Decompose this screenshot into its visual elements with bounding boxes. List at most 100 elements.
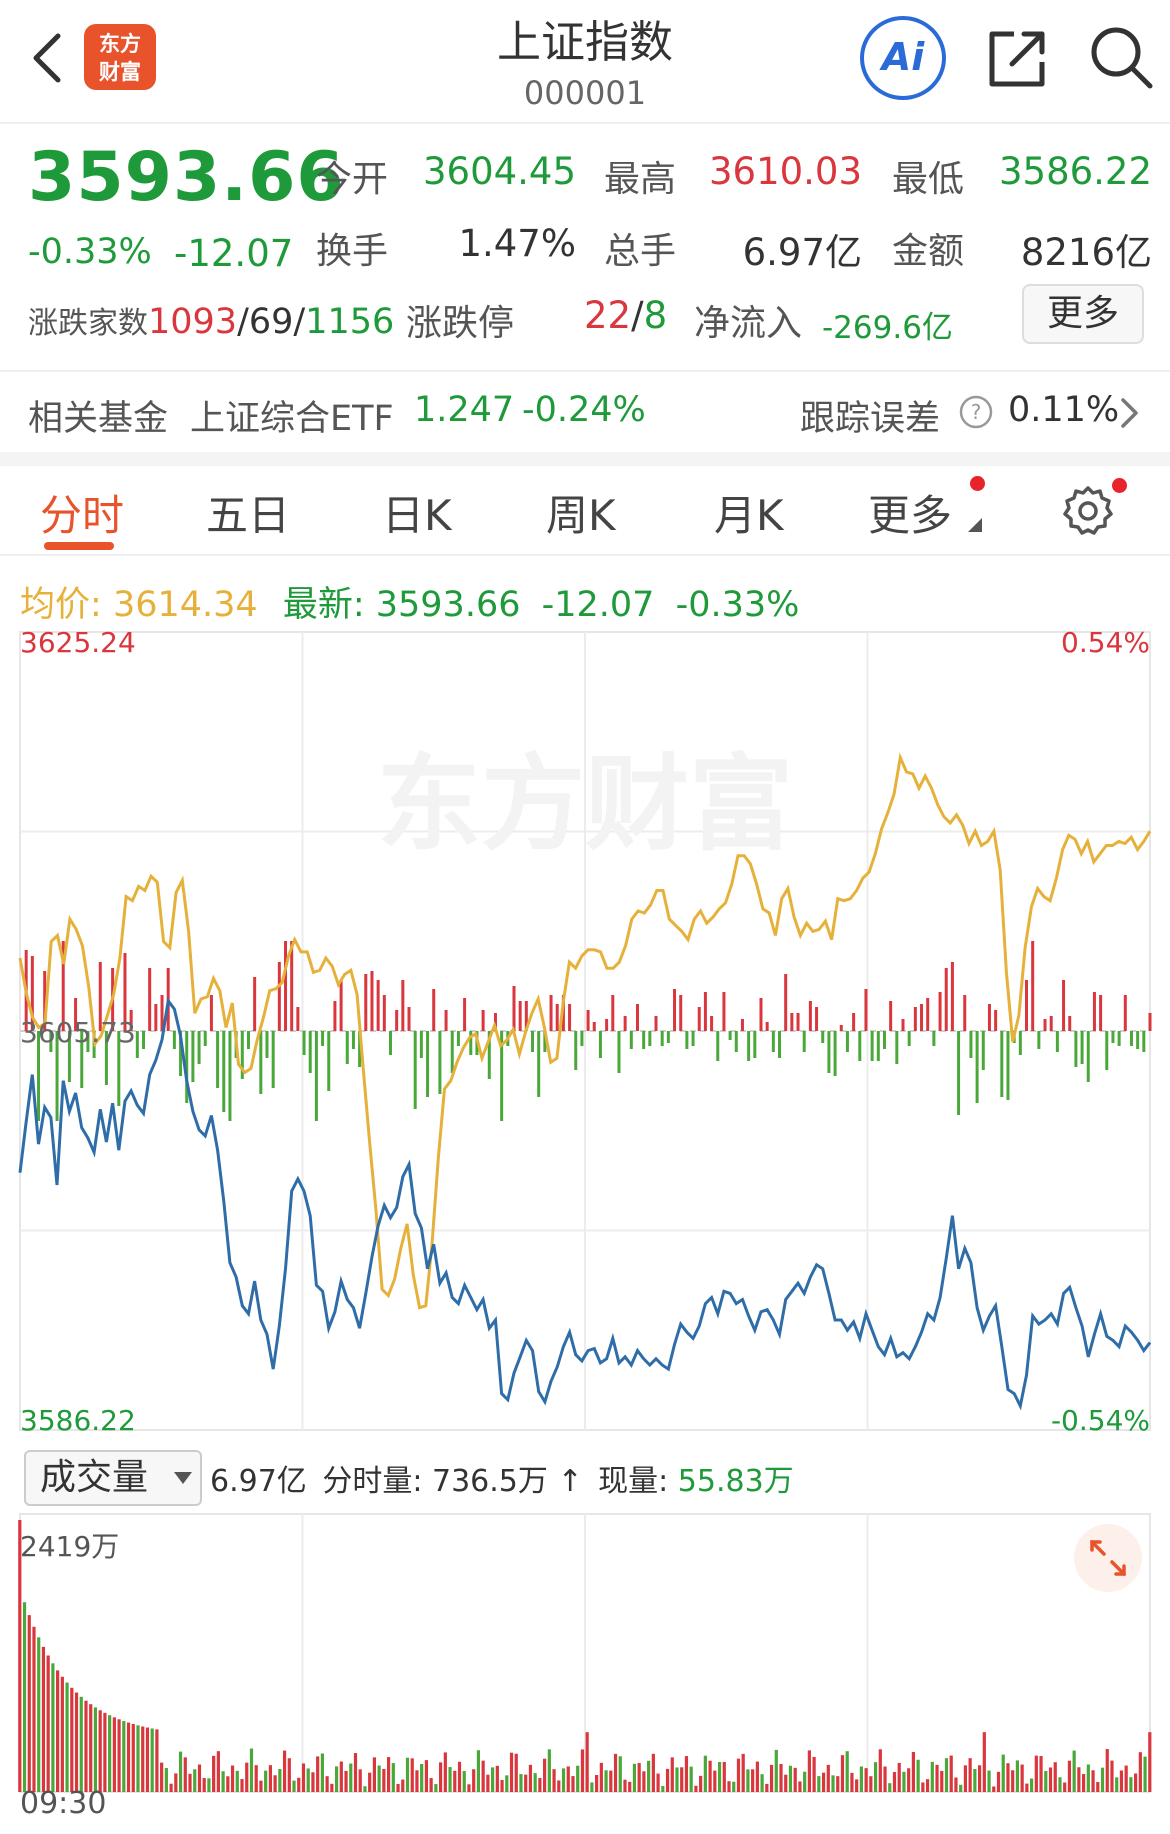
period-tabs: 分时 五日 日K 周K 月K 更多 — [0, 466, 1170, 556]
change-pct: -0.33% — [28, 232, 152, 272]
volume-bars — [18, 1520, 1152, 1792]
volume-bar — [836, 1776, 840, 1792]
back-arrow-icon[interactable] — [28, 30, 68, 86]
settings-gear-icon[interactable] — [1062, 484, 1114, 536]
volume-bar — [798, 1781, 802, 1792]
volume-bar — [344, 1770, 348, 1792]
volume-bar — [703, 1755, 707, 1792]
volume-bar — [855, 1779, 859, 1792]
more-quote-button[interactable]: 更多 — [1022, 284, 1144, 344]
volume-bar — [316, 1756, 320, 1792]
volume-bar — [1011, 1770, 1015, 1792]
flow-bar — [228, 1031, 232, 1121]
volume-bar — [491, 1767, 495, 1792]
volume-bar — [774, 1749, 778, 1792]
flow-bar — [463, 998, 467, 1031]
volume-header: 成交量 6.97亿 分时量: 736.5万 ↑ 现量: 55.83万 — [0, 1446, 1170, 1510]
flow-bar — [660, 1031, 664, 1046]
limit-values: 22/8 — [584, 294, 667, 337]
tab-five-day[interactable]: 五日 — [206, 491, 291, 540]
volume-bar — [670, 1757, 674, 1792]
flow-bar — [969, 1031, 973, 1058]
flow-bar — [321, 1031, 325, 1046]
volume-bar — [628, 1781, 632, 1792]
flow-bar — [308, 1031, 312, 1073]
flow-bar — [407, 1007, 411, 1031]
breadth-up: 1093 — [148, 302, 238, 342]
tab-intraday[interactable]: 分时 — [40, 491, 125, 540]
volume-bar — [27, 1615, 31, 1792]
volume-bar — [684, 1756, 689, 1792]
tab-monthly-k[interactable]: 月K — [714, 491, 784, 540]
flow-bar — [913, 1007, 917, 1031]
volume-bar — [788, 1765, 793, 1792]
flow-bar — [654, 1016, 658, 1031]
flow-bar — [703, 992, 707, 1031]
flow-bar — [179, 1031, 183, 1076]
help-icon[interactable]: ? — [958, 394, 994, 430]
flow-bar — [895, 1031, 899, 1064]
volume-bar — [1096, 1782, 1100, 1792]
volume-bar — [892, 1772, 897, 1792]
volume-bar — [1105, 1749, 1109, 1792]
flow-bar — [1123, 995, 1127, 1031]
flow-bar — [253, 977, 257, 1031]
turnover-value: 1.47% — [458, 222, 576, 265]
volume-bar — [968, 1758, 972, 1792]
flow-bar — [808, 1001, 812, 1031]
volume-bar — [680, 1767, 684, 1792]
volume-bar — [642, 1771, 646, 1792]
share-icon[interactable] — [986, 26, 1050, 90]
tab-daily-k[interactable]: 日K — [382, 491, 452, 540]
volume-bar — [864, 1768, 868, 1792]
expand-icon[interactable] — [1074, 1524, 1142, 1592]
volume-bar — [675, 1767, 679, 1792]
volume-bar — [1006, 1763, 1010, 1792]
flow-bar — [1031, 941, 1035, 1031]
logo-line-1: 东方 — [99, 32, 141, 56]
volume-bar — [656, 1773, 660, 1792]
volume-bar — [888, 1783, 892, 1792]
volume-bar — [1119, 1770, 1124, 1792]
volume-bar — [514, 1753, 518, 1792]
tab-more[interactable]: 更多 — [868, 491, 953, 540]
volume-bar — [812, 1756, 816, 1792]
volume-bar — [609, 1770, 613, 1792]
indicator-select[interactable]: 成交量 — [24, 1450, 202, 1506]
volume-bar — [793, 1767, 797, 1792]
ai-button[interactable]: Ai — [860, 16, 946, 100]
flow-bar — [401, 980, 405, 1031]
intraday-price-chart[interactable]: 东方财富 3625.24 3605.73 3586.22 0.54% -0.54… — [0, 630, 1170, 1446]
tab-weekly-k[interactable]: 周K — [546, 491, 616, 540]
volume-bar — [987, 1770, 991, 1792]
flow-bar — [901, 1019, 905, 1031]
volume-bar — [807, 1750, 811, 1792]
related-fund-row[interactable]: 相关基金 上证综合ETF 1.247 -0.24% 跟踪误差 ? 0.11% — [0, 370, 1170, 452]
flow-bar — [438, 1031, 442, 1094]
minute-volume-label: 分时量: — [322, 1464, 423, 1499]
flow-bar — [938, 992, 942, 1031]
search-icon[interactable] — [1088, 24, 1154, 90]
volume-bar — [292, 1780, 296, 1792]
flow-bar — [1092, 992, 1096, 1031]
volume-bar — [37, 1637, 41, 1792]
volume-bar — [902, 1771, 906, 1792]
flow-bar — [827, 1031, 831, 1073]
flow-bar — [216, 1031, 220, 1088]
flow-bar — [629, 1031, 633, 1049]
intraday-info-line: 均价: 3614.34 最新: 3593.66 -12.07 -0.33% — [20, 576, 799, 627]
volume-grid — [19, 1513, 1151, 1793]
flow-bar — [1018, 1031, 1022, 1055]
breadth-row: 涨跌家数1093/69/1156 — [28, 298, 394, 342]
volume-bar — [557, 1780, 561, 1792]
volume-chart[interactable]: 2419万 — [0, 1510, 1170, 1800]
volume-bar — [112, 1717, 116, 1792]
flow-bar — [524, 1001, 528, 1031]
volume-bar — [453, 1770, 457, 1792]
volume-bar — [320, 1753, 324, 1792]
volume-bar — [911, 1751, 915, 1792]
flow-bar — [1074, 1031, 1078, 1067]
flow-bar — [821, 1031, 825, 1043]
y-tick-bottom: 3586.22 — [20, 1404, 136, 1437]
volume-bar — [202, 1777, 206, 1792]
